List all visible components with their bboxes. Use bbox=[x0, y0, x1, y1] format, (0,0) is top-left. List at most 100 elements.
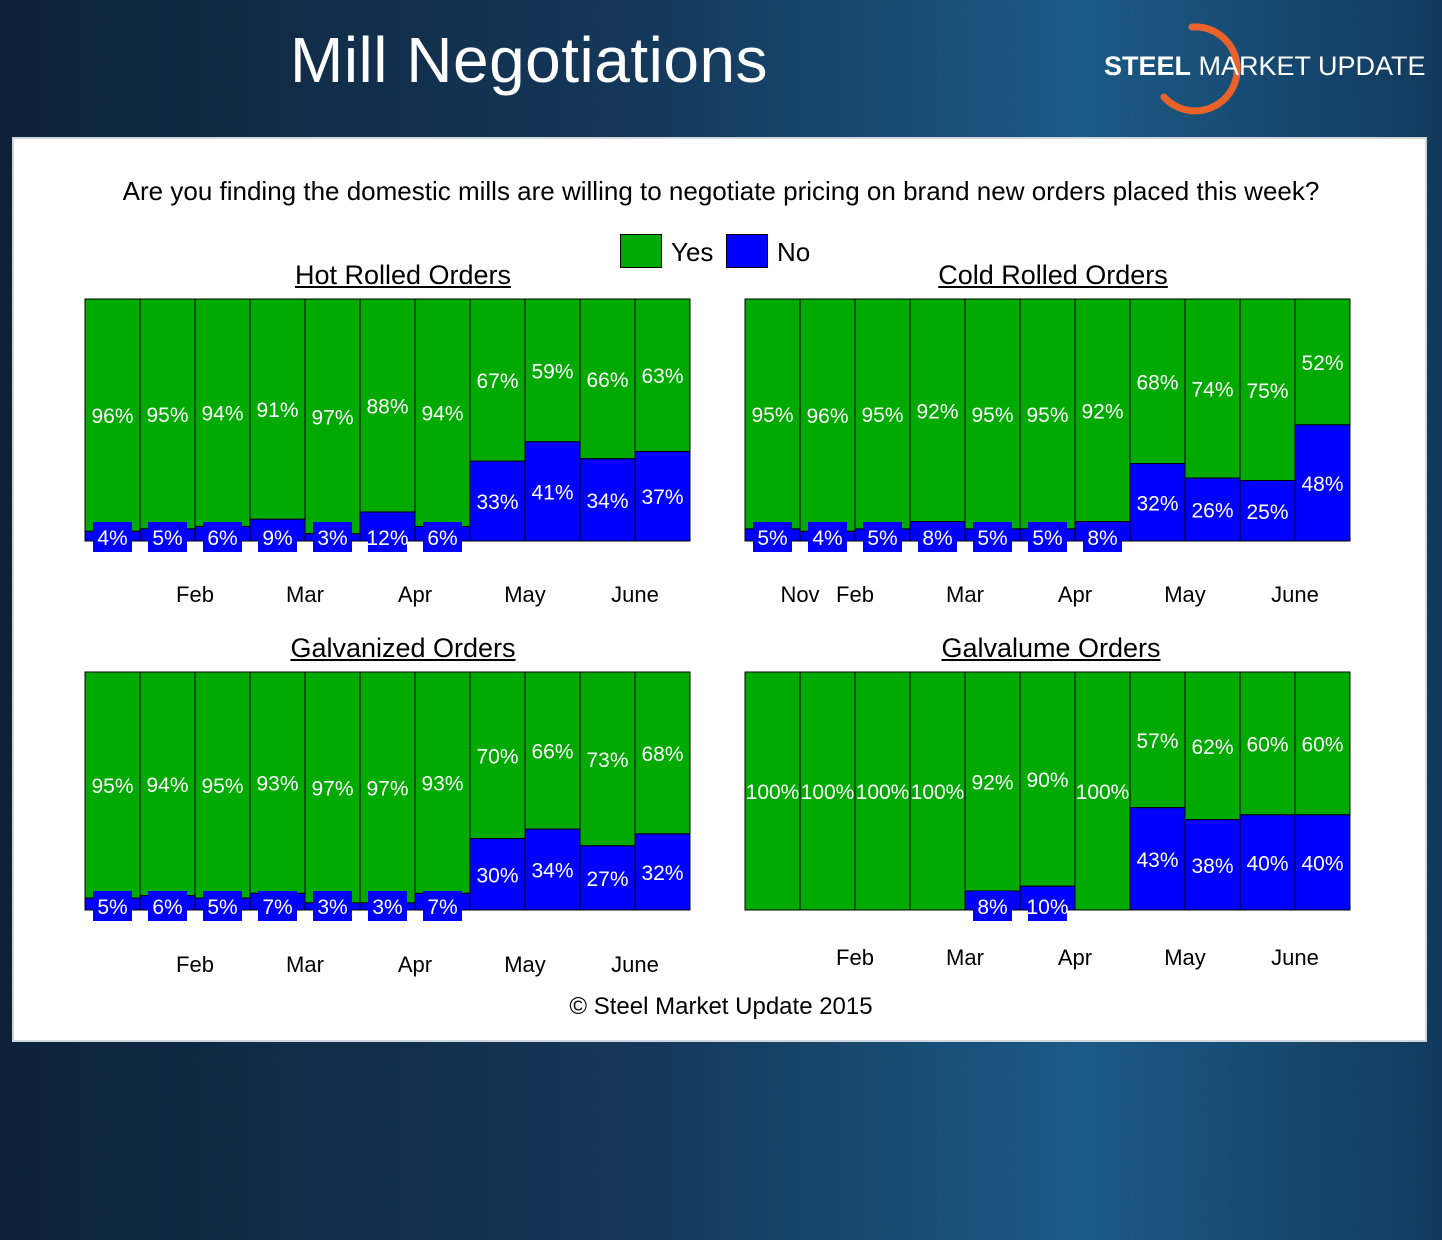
bar-no-9 bbox=[579, 458, 636, 542]
label-box-no-3 bbox=[258, 891, 297, 921]
legend-no-swatch bbox=[726, 234, 768, 268]
month-label-4: June bbox=[611, 582, 659, 607]
label-box-no-0 bbox=[93, 891, 132, 921]
label-no-3: 8% bbox=[922, 527, 952, 550]
survey-question: Are you finding the domestic mills are w… bbox=[122, 176, 1320, 206]
label-yes-0: 95% bbox=[751, 404, 793, 427]
hot-rolled-chart: 96% 4% 95% 5% 94% 6% 91% 9% 97% 3% 88% 12% 94% 6% 67% 3… bbox=[84, 298, 691, 607]
label-box-no-2 bbox=[863, 522, 902, 552]
label-no-9: 27% bbox=[586, 868, 628, 891]
label-yes-6: 93% bbox=[421, 773, 463, 796]
label-no-8: 38% bbox=[1191, 855, 1233, 878]
bar-yes-9 bbox=[1239, 298, 1296, 481]
copyright-notice: © Steel Market Update 2015 bbox=[569, 993, 873, 1020]
label-box-no-5 bbox=[368, 891, 407, 921]
label-box-no-3 bbox=[258, 522, 297, 552]
bar-yes-7 bbox=[469, 298, 526, 462]
bar-yes-10 bbox=[1294, 298, 1351, 426]
label-box-no-5 bbox=[1028, 891, 1067, 921]
bar-yes-1 bbox=[799, 298, 856, 532]
label-yes-7: 70% bbox=[476, 745, 518, 768]
bar-no-9 bbox=[579, 845, 636, 911]
label-no-0: 4% bbox=[97, 527, 127, 550]
label-yes-8: 66% bbox=[531, 741, 573, 764]
label-yes-10: 52% bbox=[1301, 352, 1343, 375]
label-no-6: 7% bbox=[427, 896, 457, 919]
month-label-1: Mar bbox=[946, 945, 984, 970]
label-box-no-0 bbox=[753, 522, 792, 552]
galvalume-title: Galvalume Orders bbox=[941, 633, 1161, 663]
bar-yes-2 bbox=[194, 298, 251, 527]
bar-yes-5 bbox=[359, 671, 416, 904]
label-yes-5: 90% bbox=[1026, 769, 1068, 792]
label-no-1: 5% bbox=[152, 527, 182, 550]
label-no-7: 33% bbox=[476, 491, 518, 514]
bar-yes-4 bbox=[304, 671, 361, 904]
bar-yes-3 bbox=[909, 671, 966, 911]
bar-no-10 bbox=[1294, 424, 1351, 542]
steel-market-update-logo: STEEL MARKET UPDATE bbox=[1100, 15, 1435, 115]
bar-yes-6 bbox=[1074, 671, 1131, 911]
label-yes-1: 94% bbox=[146, 774, 188, 797]
label-box-no-2 bbox=[203, 522, 242, 552]
bar-no-10 bbox=[1294, 814, 1351, 911]
bar-yes-0 bbox=[744, 671, 801, 911]
bar-yes-5 bbox=[1019, 671, 1076, 887]
label-yes-4: 95% bbox=[971, 404, 1013, 427]
label-no-9: 40% bbox=[1246, 852, 1288, 875]
bar-no-7 bbox=[469, 838, 526, 911]
label-yes-4: 92% bbox=[971, 771, 1013, 794]
legend-yes-swatch bbox=[620, 234, 662, 268]
label-yes-9: 66% bbox=[586, 369, 628, 392]
label-no-2: 6% bbox=[207, 527, 237, 550]
label-box-no-5 bbox=[1028, 522, 1067, 552]
label-yes-6: 100% bbox=[1076, 781, 1130, 804]
label-box-no-1 bbox=[148, 891, 187, 921]
label-box-no-6 bbox=[423, 891, 462, 921]
month-label-5: June bbox=[1271, 582, 1319, 607]
label-yes-5: 88% bbox=[366, 395, 408, 418]
label-no-2: 5% bbox=[867, 527, 897, 550]
label-yes-2: 95% bbox=[201, 775, 243, 798]
label-yes-4: 97% bbox=[311, 406, 353, 429]
label-no-5: 12% bbox=[366, 527, 408, 550]
month-label-4: May bbox=[1164, 582, 1206, 607]
bar-no-8 bbox=[1184, 819, 1241, 911]
month-label-2: Apr bbox=[1058, 945, 1092, 970]
label-no-4: 3% bbox=[317, 527, 347, 550]
galvalume-chart: 100% 100% 100% 100% 92%8%90%10%100%57%43%62%… bbox=[744, 671, 1351, 970]
bar-yes-5 bbox=[359, 298, 416, 513]
label-box-no-4 bbox=[313, 891, 352, 921]
bar-yes-7 bbox=[1129, 671, 1186, 809]
label-yes-9: 60% bbox=[1246, 733, 1288, 756]
bar-yes-7 bbox=[1129, 298, 1186, 465]
label-yes-3: 91% bbox=[256, 399, 298, 422]
label-yes-8: 74% bbox=[1191, 379, 1233, 402]
label-box-no-4 bbox=[973, 891, 1012, 921]
label-yes-0: 96% bbox=[91, 405, 133, 428]
bar-no-7 bbox=[1129, 807, 1186, 911]
label-no-6: 8% bbox=[1087, 527, 1117, 550]
bar-no-10 bbox=[634, 833, 691, 911]
bar-yes-0 bbox=[84, 671, 141, 899]
label-yes-7: 67% bbox=[476, 370, 518, 393]
label-no-5: 5% bbox=[1032, 527, 1062, 550]
label-yes-10: 63% bbox=[641, 365, 683, 388]
label-box-no-2 bbox=[203, 891, 242, 921]
bar-yes-3 bbox=[249, 298, 306, 520]
label-box-no-4 bbox=[313, 522, 352, 552]
bar-yes-10 bbox=[634, 298, 691, 452]
label-no-7: 30% bbox=[476, 864, 518, 887]
logo-rest-text: MARKET UPDATE bbox=[1191, 51, 1426, 81]
label-no-3: 7% bbox=[262, 896, 292, 919]
label-box-no-6 bbox=[423, 522, 462, 552]
label-yes-2: 95% bbox=[861, 404, 903, 427]
month-label-2: Apr bbox=[398, 952, 432, 977]
logo-bold-text: STEEL bbox=[1104, 51, 1192, 81]
galvanized-chart: 95% 5% 94% 6% 95% 5% 93% 7% 97% 3% 97% 3% 93% 7% 70% 30… bbox=[84, 671, 691, 977]
month-label-3: May bbox=[504, 582, 546, 607]
label-no-10: 37% bbox=[641, 486, 683, 509]
month-label-2: Mar bbox=[946, 582, 984, 607]
label-yes-5: 97% bbox=[366, 777, 408, 800]
label-box-no-1 bbox=[148, 522, 187, 552]
